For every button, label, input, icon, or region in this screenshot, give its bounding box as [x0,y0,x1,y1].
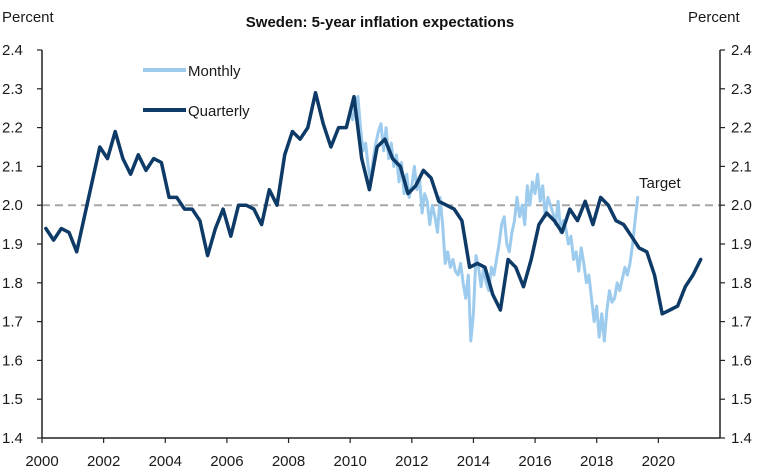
left-y-tick-label: 2.4 [2,42,23,59]
x-tick-label: 2002 [87,453,120,470]
left-y-tick-label: 2.3 [2,81,23,98]
left-axis-unit-label: Percent [2,9,55,26]
left-y-tick-label: 1.9 [2,236,23,253]
right-y-tick-label: 2.4 [731,42,752,59]
chart-title: Sweden: 5-year inflation expectations [246,14,514,31]
target-label: Target [639,175,682,192]
left-y-tick-label: 2.2 [2,120,23,137]
left-y-tick-label: 2.1 [2,158,23,175]
series-line-monthly [348,95,640,343]
right-y-tick-label: 1.5 [731,391,752,408]
right-y-tick-label: 1.7 [731,314,752,331]
x-tick-label: 2014 [457,453,490,470]
left-y-tick-label: 1.4 [2,430,23,447]
x-tick-label: 2004 [149,453,182,470]
right-axis-unit-label: Percent [688,9,741,26]
x-tick-label: 2012 [395,453,428,470]
x-tick-label: 2008 [272,453,305,470]
x-tick-label: 2020 [642,453,675,470]
right-y-tick-label: 2.1 [731,158,752,175]
left-y-tick-label: 2.0 [2,197,23,214]
x-tick-label: 2006 [210,453,243,470]
right-y-tick-label: 2.2 [731,120,752,137]
left-y-tick-label: 1.8 [2,275,23,292]
right-y-tick-label: 2.3 [731,81,752,98]
legend: Monthly Quarterly [143,63,250,120]
x-tick-label: 2018 [580,453,613,470]
x-tick-label: 2016 [518,453,551,470]
left-y-tick-label: 1.5 [2,391,23,408]
series-line-quarterly [44,90,703,316]
right-y-tick-label: 1.9 [731,236,752,253]
right-y-tick-label: 1.8 [731,275,752,292]
right-y-tick-label: 1.6 [731,352,752,369]
x-tick-label: 2000 [25,453,58,470]
left-y-tick-label: 1.7 [2,314,23,331]
left-y-tick-label: 1.6 [2,352,23,369]
legend-label-quarterly: Quarterly [188,103,250,120]
right-y-tick-label: 1.4 [731,430,752,447]
legend-label-monthly: Monthly [188,63,241,80]
right-y-tick-label: 2.0 [731,197,752,214]
x-tick-label: 2010 [333,453,366,470]
